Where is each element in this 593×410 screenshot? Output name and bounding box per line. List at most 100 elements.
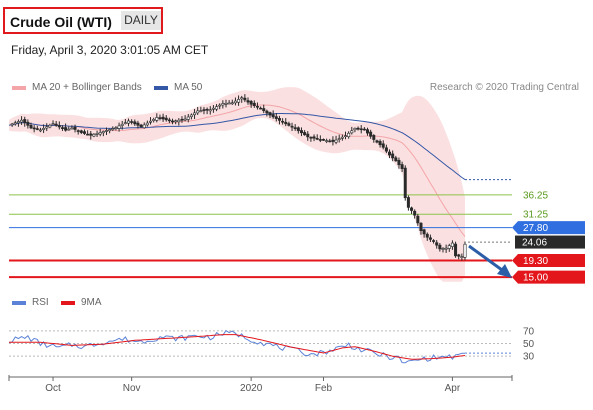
- candle-body: [378, 141, 382, 146]
- candle-body: [425, 233, 429, 238]
- candle-body: [32, 127, 36, 130]
- candle-body: [243, 97, 247, 101]
- candle-body: [460, 256, 464, 258]
- rsi-ma-line: [9, 334, 466, 360]
- candle-body: [240, 97, 244, 100]
- candle-body: [259, 107, 263, 110]
- candle-body: [136, 122, 140, 126]
- candle-body: [252, 102, 256, 107]
- candle-body: [416, 215, 420, 224]
- candle-body: [196, 110, 200, 114]
- candles: [10, 94, 467, 261]
- candle-body: [457, 254, 461, 257]
- candle-body: [334, 139, 338, 143]
- rsi-tick-label: 70: [523, 326, 535, 337]
- candle-body: [142, 124, 146, 129]
- candle-body: [38, 129, 42, 132]
- candle-body: [117, 125, 121, 129]
- candle-body: [111, 128, 115, 131]
- candle-body: [435, 242, 439, 246]
- candle-body: [413, 210, 417, 216]
- candle-body: [133, 121, 137, 125]
- candle-body: [249, 101, 253, 105]
- candle-body: [340, 136, 344, 139]
- candle-body: [265, 110, 269, 114]
- candle-body: [155, 117, 159, 121]
- candle-body: [293, 127, 297, 130]
- candle-body: [432, 240, 436, 242]
- candle-body: [347, 132, 351, 138]
- candle-body: [95, 133, 99, 135]
- candle-body: [296, 127, 300, 132]
- candle-body: [419, 222, 423, 231]
- candle-body: [227, 102, 231, 105]
- x-tick-label: 2020: [240, 383, 263, 394]
- candle-body: [171, 120, 175, 123]
- candle-body: [92, 134, 96, 137]
- candle-body: [189, 114, 193, 118]
- candle-body: [366, 129, 370, 134]
- candle-body: [26, 121, 30, 126]
- candle-body: [350, 130, 354, 134]
- candle-body: [89, 133, 93, 136]
- last-price-label: 24.06: [522, 238, 547, 249]
- candle-body: [177, 119, 181, 123]
- candle-body: [454, 243, 458, 257]
- ma9-swatch: [61, 300, 75, 305]
- candle-body: [164, 117, 168, 121]
- candle-body: [104, 130, 108, 132]
- level-label-0: 36.25: [523, 190, 548, 201]
- candle-body: [410, 207, 414, 211]
- candle-body: [384, 147, 388, 152]
- candle-body: [120, 123, 124, 126]
- candle-body: [315, 138, 319, 140]
- candle-body: [277, 118, 281, 121]
- timestamp: Friday, April 3, 2020 3:01:05 AM CET: [11, 43, 209, 57]
- legend-ma50-label: MA 50: [174, 82, 203, 93]
- candle-body: [152, 119, 156, 121]
- candle-body: [331, 139, 335, 142]
- candle-body: [13, 122, 17, 125]
- candle-body: [29, 125, 33, 129]
- candle-body: [193, 112, 197, 116]
- candle-body: [268, 112, 272, 116]
- candle-body: [23, 119, 27, 124]
- candle-body: [57, 125, 61, 128]
- candle-body: [312, 136, 316, 139]
- candle-body: [211, 107, 215, 110]
- candle-body: [183, 118, 187, 121]
- ma20-line: [8, 104, 466, 237]
- candle-body: [321, 139, 325, 141]
- level-tag-5: [512, 270, 585, 284]
- candle-body: [230, 102, 234, 105]
- candle-body: [337, 138, 341, 140]
- x-tick-label: Feb: [315, 383, 333, 394]
- x-tick-label: Oct: [45, 383, 61, 394]
- legend-rsi: RSI: [12, 297, 49, 308]
- candle-body: [149, 120, 153, 123]
- candle-body: [221, 103, 225, 106]
- x-tick-label: Nov: [123, 383, 141, 394]
- candle-body: [397, 160, 401, 166]
- candle-body: [35, 128, 39, 130]
- candle-body: [284, 121, 288, 125]
- candle-body: [215, 106, 219, 110]
- candle-body: [70, 127, 74, 130]
- candle-body: [388, 151, 392, 156]
- legend-9ma-label: 9MA: [81, 297, 102, 308]
- candle-body: [208, 109, 212, 112]
- candle-body: [441, 248, 445, 250]
- level-tag-4: [512, 254, 585, 268]
- candle-body: [450, 242, 454, 247]
- candle-body: [271, 114, 275, 118]
- candle-body: [51, 123, 55, 125]
- candle-body: [10, 123, 14, 126]
- candle-body: [281, 120, 285, 123]
- timeframe-badge[interactable]: DAILY: [121, 11, 161, 30]
- candle-body: [463, 243, 467, 258]
- candle-body: [237, 99, 241, 103]
- level-label-2: 27.80: [523, 223, 548, 234]
- candle-body: [290, 125, 294, 128]
- candle-body: [108, 129, 112, 132]
